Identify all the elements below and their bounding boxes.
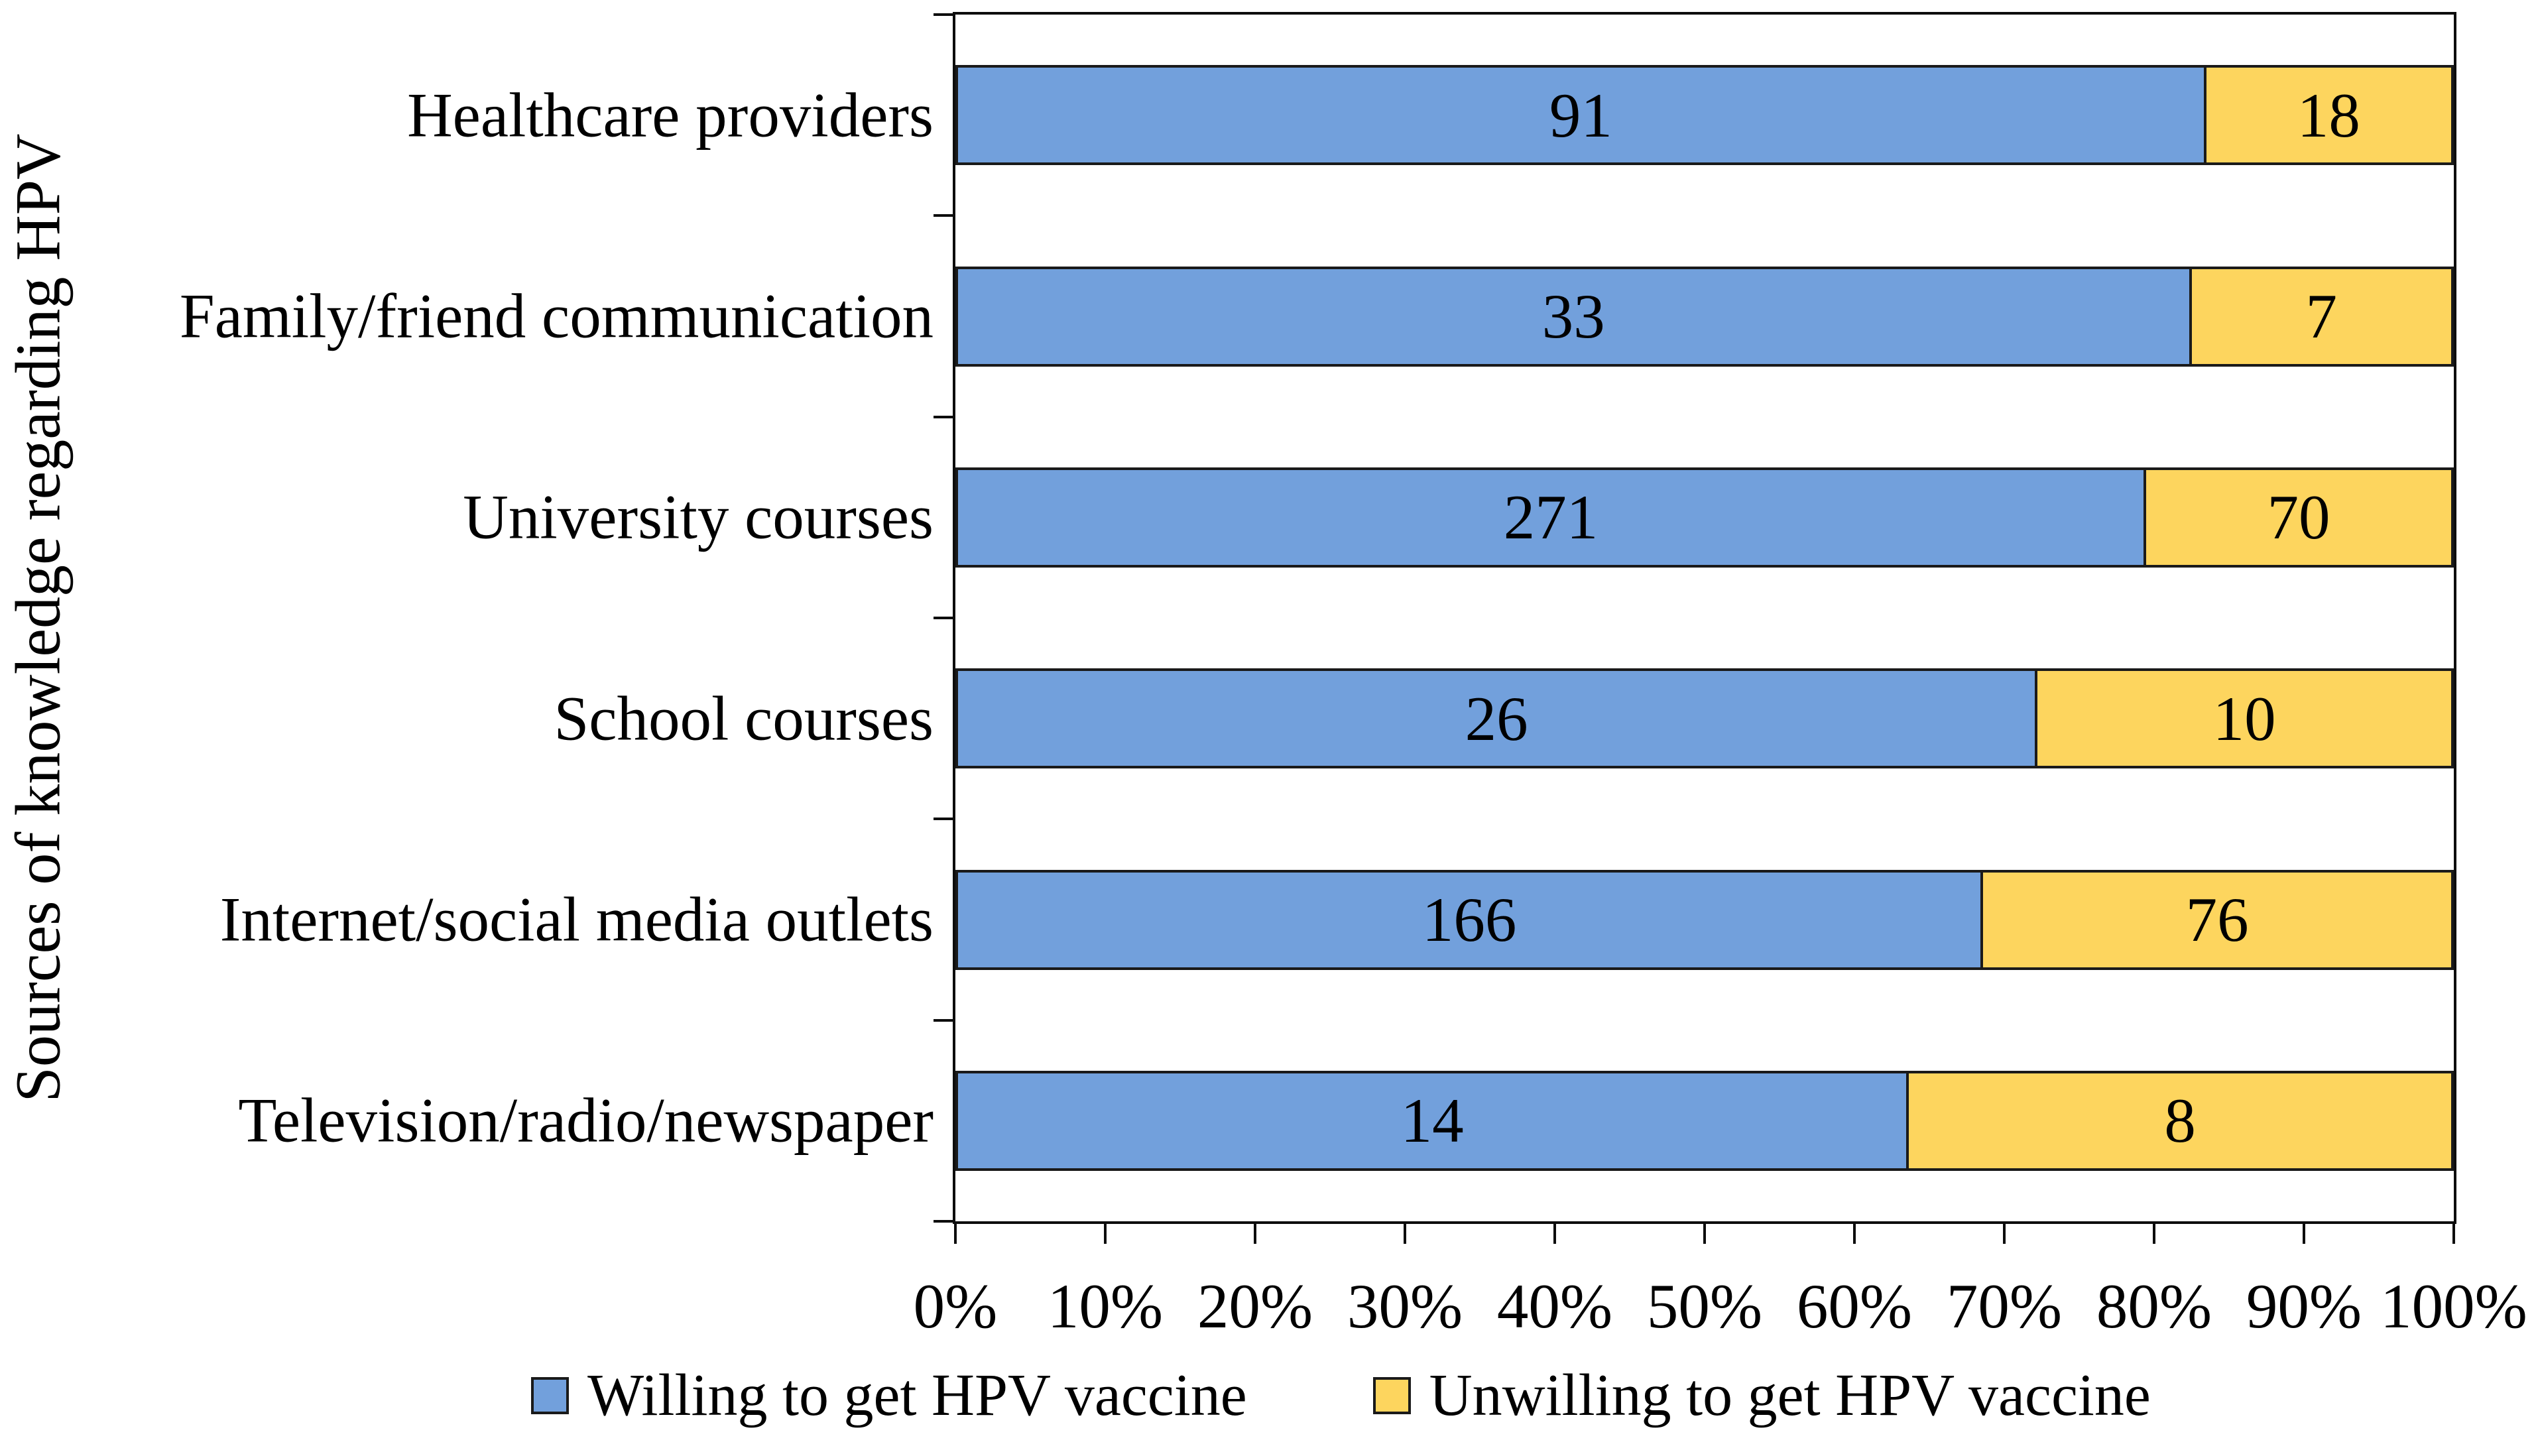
- x-axis-tick: [2452, 1224, 2455, 1244]
- bar-row: 271 70: [955, 467, 2454, 568]
- category-label: Internet/social media outlets: [219, 884, 934, 955]
- y-axis-tick: [934, 415, 955, 418]
- category-label: School courses: [554, 683, 934, 754]
- legend-swatch: [1372, 1377, 1411, 1414]
- bar-segment-willing: 91: [955, 65, 2206, 166]
- y-axis-tick: [934, 617, 955, 619]
- category-label: Family/friend communication: [179, 280, 934, 351]
- x-axis-tick: [1404, 1224, 1406, 1244]
- x-tick-label: 80%: [2096, 1271, 2212, 1341]
- y-axis-title: Sources of knowledge regarding HPV: [2, 133, 74, 1103]
- bar-segment-unwilling: 8: [1909, 1070, 2454, 1171]
- x-tick-label: 30%: [1347, 1271, 1463, 1341]
- x-axis-tick: [1703, 1224, 1706, 1244]
- y-axis-tick: [934, 214, 955, 217]
- legend-item-willing: Willing to get HPV vaccine: [531, 1366, 1247, 1426]
- bar-segment-unwilling: 7: [2191, 266, 2454, 367]
- x-tick-label: 100%: [2380, 1271, 2527, 1341]
- x-tick-label: 40%: [1496, 1271, 1613, 1341]
- bar-row: 14 8: [955, 1070, 2454, 1171]
- bar-segment-willing: 26: [955, 668, 2038, 769]
- category-label: University courses: [463, 481, 934, 552]
- x-tick-label: 90%: [2246, 1271, 2362, 1341]
- x-axis-tick: [2003, 1224, 2006, 1244]
- legend-item-unwilling: Unwilling to get HPV vaccine: [1372, 1363, 2151, 1428]
- bar-row: 26 10: [955, 668, 2454, 769]
- bar-segment-willing: 33: [955, 266, 2192, 367]
- x-axis-tick: [1254, 1224, 1256, 1244]
- x-axis-tick: [1553, 1224, 1556, 1244]
- bar-segment-willing: 166: [955, 869, 1984, 970]
- bar-row: 33 7: [955, 266, 2454, 367]
- bar-row: 166 76: [955, 869, 2454, 970]
- x-axis-tick: [1104, 1224, 1107, 1244]
- x-tick-label: 50%: [1646, 1271, 1763, 1341]
- bar-segment-unwilling: 10: [2037, 668, 2454, 769]
- bar-segment-willing: 14: [955, 1070, 1909, 1171]
- legend: Willing to get HPV vaccine Unwilling to g…: [73, 1366, 2536, 1426]
- y-axis-tick: [934, 1220, 955, 1223]
- bar-segment-unwilling: 76: [1983, 869, 2454, 970]
- x-axis-tick: [1853, 1224, 1856, 1244]
- x-axis-tick: [954, 1224, 957, 1244]
- category-label: Healthcare providers: [407, 80, 934, 151]
- bar-segment-unwilling: 18: [2206, 65, 2454, 166]
- x-tick-label: 20%: [1197, 1271, 1313, 1341]
- x-axis-tick: [2303, 1224, 2305, 1244]
- bar-segment-willing: 271: [955, 467, 2147, 568]
- y-axis-tick: [934, 818, 955, 821]
- bar-row: 91 18: [955, 65, 2454, 166]
- category-label: Television/radio/newspaper: [238, 1085, 934, 1156]
- bar-segment-unwilling: 70: [2146, 467, 2454, 568]
- x-tick-label: 10%: [1047, 1271, 1164, 1341]
- plot-area: [953, 12, 2456, 1224]
- x-axis-tick: [2153, 1224, 2155, 1244]
- x-tick-label: 70%: [1946, 1271, 2063, 1341]
- y-axis-tick: [934, 13, 955, 16]
- legend-label: Willing to get HPV vaccine: [587, 1363, 1247, 1428]
- legend-label: Unwilling to get HPV vaccine: [1429, 1363, 2151, 1428]
- x-tick-label: 60%: [1796, 1271, 1913, 1341]
- y-axis-tick: [934, 1018, 955, 1022]
- x-tick-label: 0%: [913, 1271, 998, 1341]
- legend-swatch: [531, 1377, 570, 1414]
